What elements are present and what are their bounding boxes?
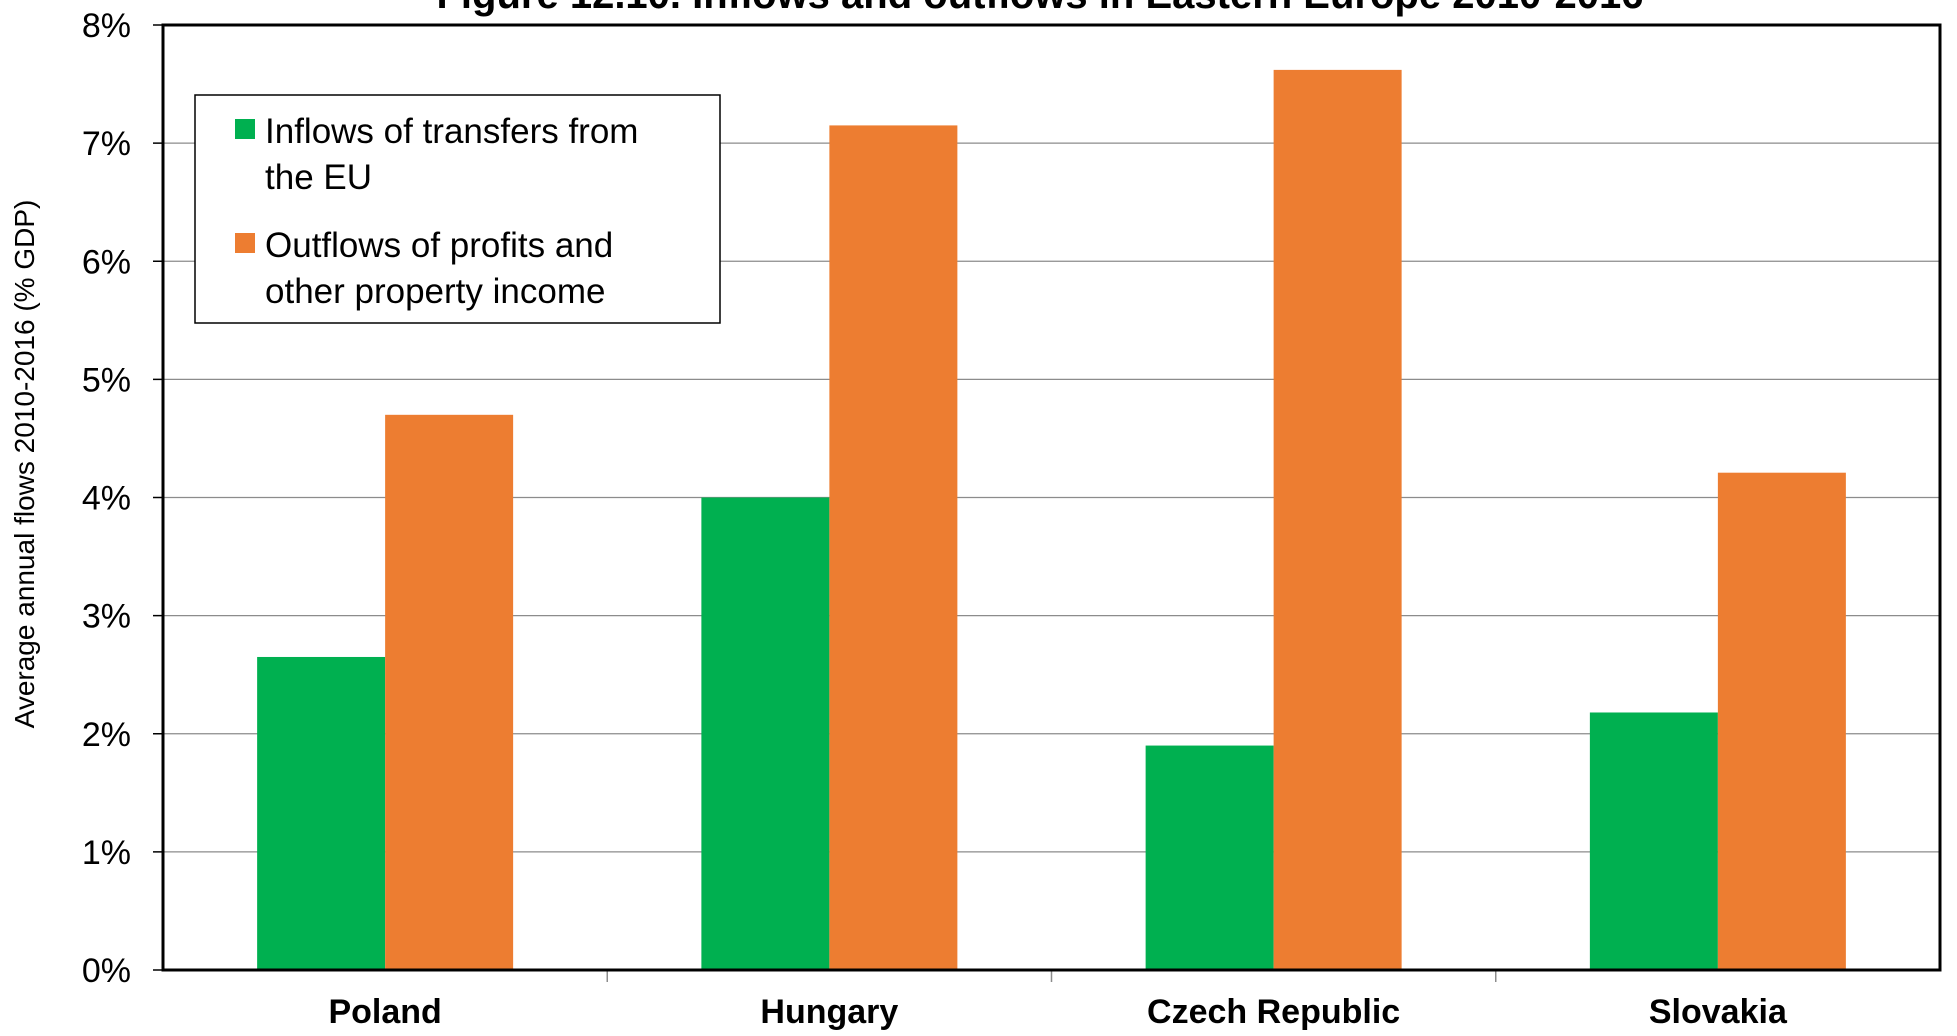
legend: Inflows of transfers from the EU Outflows … bbox=[194, 94, 721, 324]
legend-label: Outflows of profits and bbox=[265, 226, 613, 265]
bar-inflows bbox=[1589, 712, 1718, 970]
x-tick-label: Poland bbox=[328, 993, 441, 1031]
bar-outflows bbox=[385, 414, 514, 970]
legend-label: Inflows of transfers from bbox=[265, 112, 638, 151]
bar-outflows bbox=[1273, 69, 1402, 970]
y-tick-label: 5% bbox=[82, 361, 131, 399]
y-axis-label: Average annual flows 2010-2016 (% GDP) bbox=[9, 200, 40, 729]
bar-inflows bbox=[1145, 745, 1274, 970]
axes bbox=[153, 23, 1942, 982]
plot-frame bbox=[161, 23, 1942, 972]
y-tick-label: 3% bbox=[82, 598, 131, 636]
legend-label: other property income bbox=[265, 272, 605, 311]
bar-outflows bbox=[829, 125, 958, 970]
y-tick-label: 2% bbox=[82, 716, 131, 754]
legend-swatch bbox=[235, 233, 255, 253]
x-tick-label: Hungary bbox=[760, 993, 898, 1031]
legend-box bbox=[194, 94, 721, 324]
legend-swatch bbox=[235, 119, 255, 139]
bar-inflows bbox=[257, 656, 386, 970]
chart-title: Figure 12.10. Inflows and outflows in Ea… bbox=[436, 0, 1643, 17]
y-tick-label: 0% bbox=[82, 952, 131, 990]
x-tick-label: Slovakia bbox=[1649, 993, 1788, 1031]
y-tick-labels: 0% 1% 2% 3% 4% 5% 6% 7% 8% bbox=[82, 7, 131, 990]
bar-outflows bbox=[1717, 472, 1846, 970]
bars bbox=[257, 69, 1846, 970]
y-tick-label: 7% bbox=[82, 125, 131, 163]
bar-inflows bbox=[701, 497, 830, 970]
y-tick-label: 6% bbox=[82, 243, 131, 281]
y-tick-label: 1% bbox=[82, 834, 131, 872]
y-tick-label: 4% bbox=[82, 480, 131, 518]
y-tick-label: 8% bbox=[82, 7, 131, 45]
legend-label: the EU bbox=[265, 158, 372, 197]
x-tick-labels: Poland Hungary Czech Republic Slovakia bbox=[328, 993, 1787, 1031]
x-tick-label: Czech Republic bbox=[1147, 993, 1400, 1031]
